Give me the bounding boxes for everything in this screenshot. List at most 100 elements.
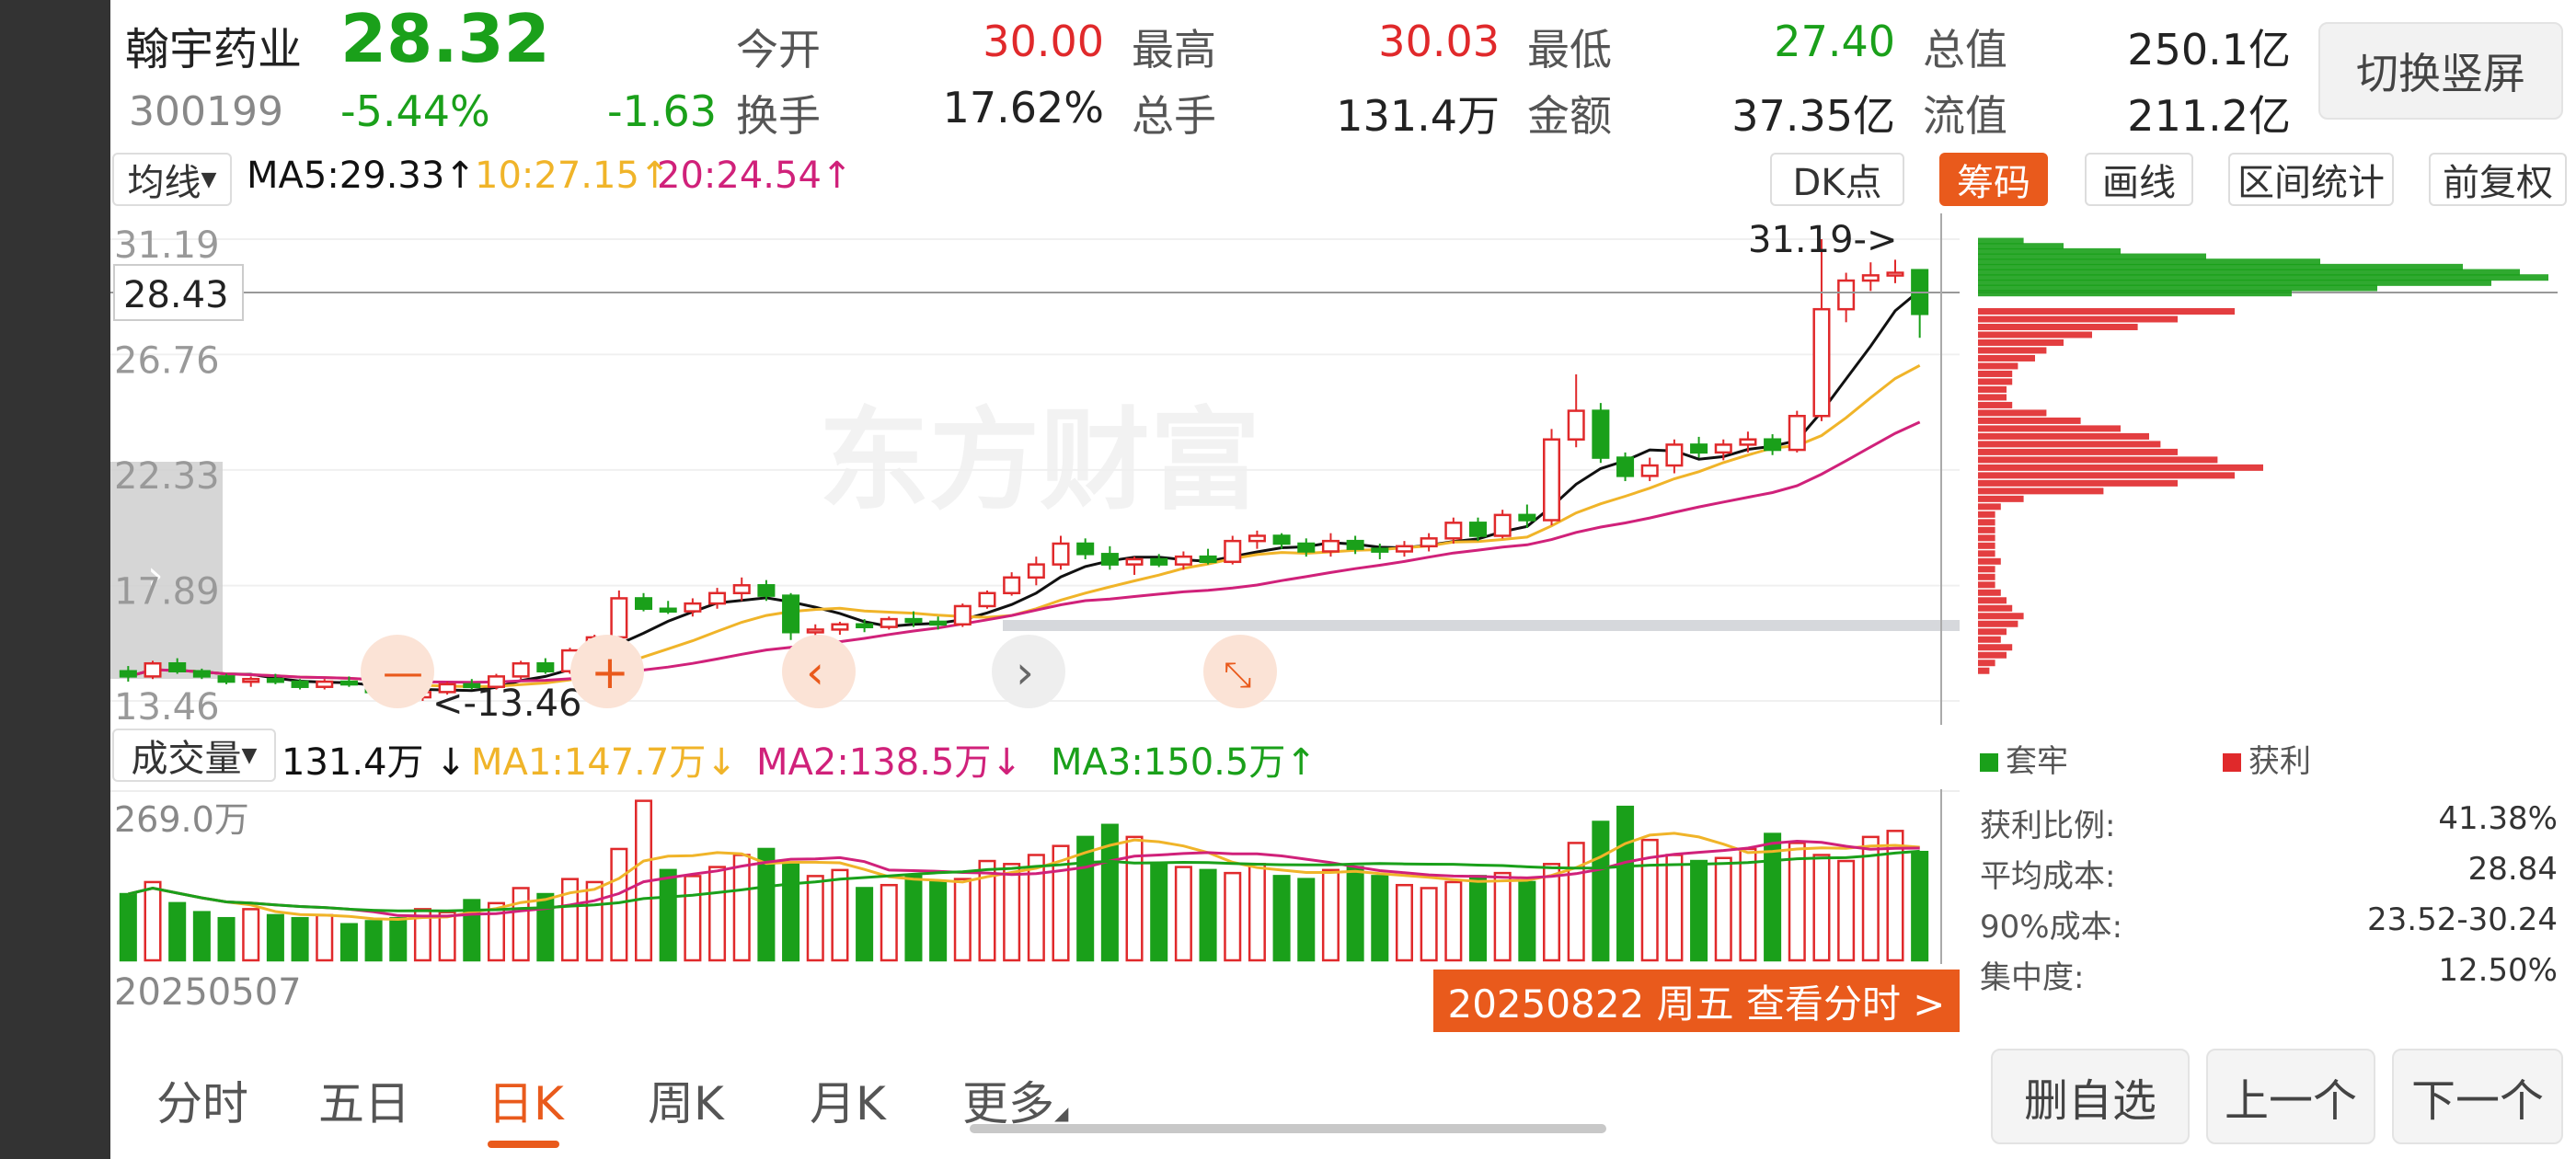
candle-body [316,680,334,688]
turnover-label: 换手 [736,91,821,141]
view-intraday-banner[interactable]: 20250822 周五 查看分时 > [1433,970,1960,1032]
volume-value: 131.4万 [1336,91,1500,141]
volume-chart[interactable]: 269.0万 [110,789,1960,964]
green-square-icon [1980,753,1998,772]
candle-body [144,661,162,678]
legend-trapped-label: 套牢 [2006,743,2068,780]
stat-value: 23.52-30.24 [2367,901,2558,938]
volume-bar [659,868,677,962]
chevron-right-icon: › [1016,646,1034,699]
volume-bar [1420,887,1438,962]
horizontal-scrollbar[interactable] [1003,620,1960,631]
chip-bar-profit [1978,425,2121,432]
stat-value: 12.50% [2438,952,2558,989]
volume-bar [978,859,996,962]
candle-body [1444,522,1463,540]
chip-bar-trapped [1978,247,2121,255]
volume-bar [732,854,751,962]
volume-bar [708,866,727,962]
volume-bar [1003,863,1021,962]
ma10-value: 10:27.15↑ [475,155,670,197]
stock-name: 翰宇药业 [125,24,303,75]
chip-bar-profit [1978,362,2018,370]
reset-zoom-button[interactable] [1203,635,1277,708]
tab-daily-k[interactable]: 日K [488,1077,564,1130]
candle-body [1543,438,1561,522]
candle-body [1199,555,1217,564]
volume-bar [1444,880,1463,962]
tab-more[interactable]: 更多◢ [962,1067,1068,1133]
chips-button[interactable]: 筹码 [1939,153,2048,206]
scroll-right-button[interactable] [992,635,1065,708]
volume-bar [1468,875,1488,962]
indicator-select[interactable]: 成交量 ▼ [112,729,276,782]
volume-axis-top: 269.0万 [114,799,249,840]
ma5-value: MA5:29.33↑ [247,155,476,197]
price-axis-label: 17.89 [114,571,220,614]
chip-bar-profit [1978,589,2001,596]
draw-line-button[interactable]: 画线 [2085,153,2193,206]
candle-body [1420,537,1438,548]
remove-watchlist-button[interactable]: 删自选 [1991,1049,2190,1144]
switch-portrait-button[interactable]: 切换竖屏 [2318,22,2563,120]
chip-bar-profit [1978,417,2081,424]
volume-bar [782,863,800,962]
volume-bar [1837,859,1856,962]
tab-monthly-k[interactable]: 月K [810,1077,886,1130]
adjust-select[interactable]: 前复权 [2429,153,2567,206]
candle-body [1248,534,1266,543]
volume-bar [1764,832,1782,962]
vol-ma2-line [127,839,1920,918]
volume-bar [316,913,334,962]
candle-body [659,607,677,614]
amount-label: 金额 [1527,91,1612,141]
left-scroll-panel[interactable] [110,462,223,679]
range-stats-button[interactable]: 区间统计 [2228,153,2394,206]
chevron-right-icon: › [147,552,164,599]
candle-body [1150,557,1168,566]
candle-body [1076,542,1095,556]
plus-icon: + [591,646,629,699]
crosshair-label-box [113,264,244,321]
candle-body [1812,307,1831,418]
volume-bar [1395,883,1413,962]
ma-select[interactable]: 均线 ▼ [112,153,232,206]
chevron-left-icon: ‹ [806,646,824,699]
ma-select-label: 均线 [127,162,201,204]
price-axis-label: 26.76 [114,339,220,382]
chip-bar-trapped [1978,263,2463,270]
candle-body [1371,547,1389,553]
tab-five-day[interactable]: 五日 [318,1077,410,1130]
candle-body [119,670,137,678]
legend-profit-label: 获利 [2248,743,2311,780]
open-label: 今开 [736,25,821,75]
previous-stock-button[interactable]: 上一个 [2206,1049,2375,1144]
market-cap-value: 250.1亿 [2127,25,2291,75]
price-axis-label: 13.46 [114,686,220,725]
tab-weekly-k[interactable]: 周K [648,1077,724,1130]
chip-bar-profit [1978,511,1995,518]
stat-value: 28.84 [2467,851,2558,888]
price-grid [110,238,1960,702]
volume-bar [1567,842,1585,962]
volume-bar [831,868,849,962]
chip-bar-profit [1978,503,2001,511]
amount-value: 37.35亿 [1731,91,1895,141]
candle-body [1174,555,1192,566]
next-stock-button[interactable]: 下一个 [2392,1049,2563,1144]
max-price-marker: 31.19-> [1748,219,1897,261]
candle-body [1616,456,1635,477]
volume-bar [929,880,948,962]
volume-bar [1272,875,1291,962]
candle-body [904,617,923,624]
tab-intraday[interactable]: 分时 [156,1077,248,1130]
kline-chart[interactable]: 东方财富 › 31.19 26.76 22.33 17.89 13.46 28.43 3… [110,213,1960,725]
volume-bar [1052,844,1070,962]
tabs-scrollbar[interactable] [970,1124,1606,1133]
stock-price: 28.32 [340,0,550,77]
dk-point-button[interactable]: DK点 [1770,153,1904,206]
volume-bar [1297,878,1316,962]
zoom-out-button[interactable] [361,635,434,708]
zoom-in-button[interactable] [570,635,644,708]
scroll-left-button[interactable] [782,635,856,708]
